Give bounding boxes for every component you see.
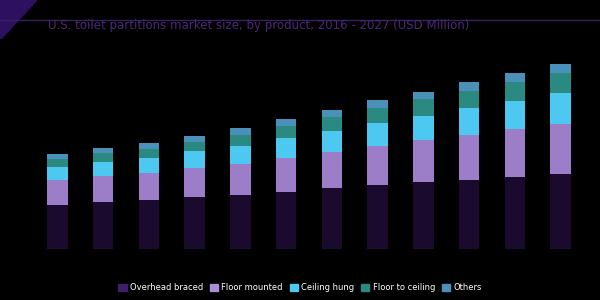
Bar [276,119,296,126]
Bar [505,101,525,129]
Bar [230,164,251,195]
Bar [93,176,113,202]
Bar [550,73,571,93]
Bar [93,148,113,154]
Text: U.S. toilet partitions market size, by product, 2016 - 2027 (USD Million): U.S. toilet partitions market size, by p… [48,19,469,32]
Bar [367,123,388,146]
Bar [322,131,342,152]
Bar [139,173,159,200]
Bar [184,136,205,142]
Bar [276,138,296,158]
Bar [93,202,113,249]
Bar [184,197,205,249]
Bar [139,158,159,173]
Bar [413,140,434,182]
Bar [367,185,388,249]
Bar [276,126,296,138]
Bar [139,200,159,249]
Bar [93,154,113,162]
Bar [459,91,479,108]
Bar [413,92,434,99]
Legend: Overhead braced, Floor mounted, Ceiling hung, Floor to ceiling, Others: Overhead braced, Floor mounted, Ceiling … [115,280,485,296]
Bar [322,188,342,249]
Bar [550,174,571,249]
Bar [230,135,251,146]
Bar [93,162,113,176]
Bar [505,177,525,249]
Bar [230,128,251,135]
Bar [459,82,479,91]
Bar [550,93,571,124]
Bar [47,205,68,249]
Bar [47,167,68,180]
Bar [322,117,342,131]
Bar [505,129,525,177]
Bar [367,108,388,123]
Bar [47,180,68,205]
Bar [459,135,479,180]
Bar [413,116,434,140]
Bar [550,64,571,73]
Bar [139,143,159,149]
Bar [505,82,525,101]
Bar [413,99,434,116]
Bar [47,159,68,167]
Bar [413,182,434,249]
Bar [184,168,205,197]
Bar [459,108,479,135]
Bar [139,149,159,158]
Bar [550,124,571,174]
Bar [367,100,388,108]
Bar [322,110,342,117]
Bar [276,192,296,249]
Bar [184,152,205,168]
Bar [276,158,296,192]
Bar [47,154,68,159]
Bar [459,180,479,249]
Bar [184,142,205,152]
Polygon shape [0,0,36,39]
Bar [230,146,251,164]
Bar [505,73,525,82]
Bar [322,152,342,188]
Bar [367,146,388,185]
Bar [230,195,251,249]
